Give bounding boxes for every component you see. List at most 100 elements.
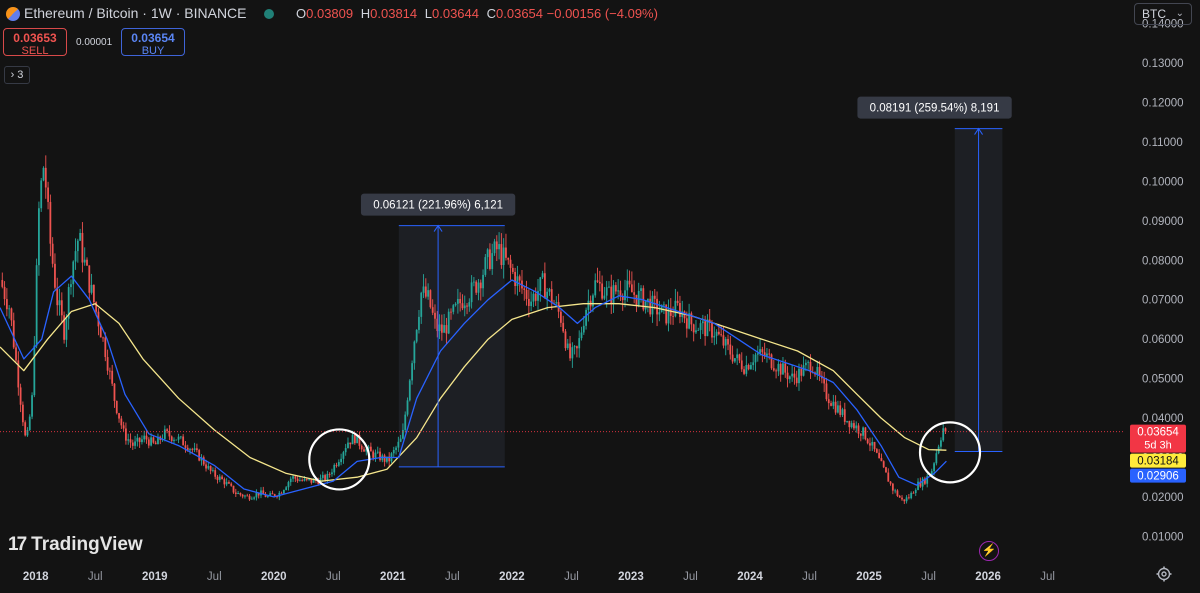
currency-select[interactable]: BTC ⌄ bbox=[1134, 3, 1192, 25]
candle-body bbox=[31, 395, 33, 417]
candle-body bbox=[795, 377, 798, 384]
candle-body bbox=[459, 298, 462, 304]
candle-body bbox=[772, 368, 775, 371]
ma-fast-line bbox=[0, 275, 947, 498]
candle-body bbox=[81, 232, 84, 263]
candle-body bbox=[179, 436, 182, 438]
candle-body bbox=[745, 365, 748, 374]
candle-body bbox=[656, 298, 658, 315]
candle-body bbox=[901, 497, 903, 500]
candle-body bbox=[228, 482, 230, 484]
ma-slow-line bbox=[0, 303, 947, 482]
candle-body bbox=[468, 302, 471, 307]
candle-body bbox=[74, 251, 77, 262]
candle-body bbox=[470, 282, 473, 303]
candle-body bbox=[825, 383, 828, 400]
candle-body bbox=[38, 208, 40, 266]
candle-body bbox=[859, 433, 862, 436]
candle-body bbox=[113, 383, 116, 401]
candle-body bbox=[944, 428, 947, 432]
candle-body bbox=[592, 295, 594, 307]
candle-body bbox=[273, 494, 276, 497]
candle-body bbox=[397, 441, 400, 448]
candle-body bbox=[353, 434, 356, 444]
candle-body bbox=[731, 354, 734, 362]
candle-body bbox=[303, 479, 306, 481]
candle-body bbox=[28, 416, 31, 430]
low-key: L bbox=[424, 6, 432, 21]
sell-button[interactable]: 0.03653 SELL bbox=[3, 28, 67, 57]
candle-body bbox=[729, 344, 732, 355]
buy-button[interactable]: 0.03654 BUY bbox=[121, 28, 185, 57]
lightning-icon[interactable]: ⚡ bbox=[979, 541, 999, 561]
candle-body bbox=[864, 427, 867, 440]
candle-body bbox=[571, 347, 574, 359]
candle-body bbox=[342, 452, 345, 459]
candle-body bbox=[234, 492, 237, 495]
candle-body bbox=[495, 241, 498, 250]
candle-body bbox=[99, 326, 102, 338]
candle-body bbox=[841, 409, 844, 415]
candle-body bbox=[299, 480, 301, 482]
candle-body bbox=[312, 479, 315, 483]
candle-body bbox=[823, 378, 826, 384]
indicators-toggle-button[interactable]: › 3 bbox=[4, 66, 30, 84]
candle-body bbox=[747, 365, 750, 370]
price-tick-label: 0.01000 bbox=[1142, 531, 1184, 543]
price-tick-label: 0.10000 bbox=[1142, 176, 1184, 188]
time-tick-label: Jul bbox=[802, 571, 817, 583]
symbol-title[interactable]: Ethereum / Bitcoin · 1W · BINANCE bbox=[24, 5, 247, 21]
candle-body bbox=[750, 365, 752, 370]
currency-value: BTC bbox=[1142, 7, 1166, 21]
candle-body bbox=[191, 449, 194, 450]
candle-body bbox=[134, 441, 136, 446]
ohlc-readout: O0.03809 H0.03814 L0.03644 C0.03654 −0.0… bbox=[292, 6, 658, 21]
candle-body bbox=[889, 481, 892, 484]
candle-body bbox=[834, 401, 837, 413]
candle-body bbox=[759, 349, 761, 354]
candle-body bbox=[713, 335, 716, 338]
high-value: 0.03814 bbox=[370, 6, 418, 21]
spread-value: 0.00001 bbox=[76, 37, 113, 48]
candle-body bbox=[143, 435, 146, 440]
candle-body bbox=[335, 465, 338, 466]
brand-name: TradingView bbox=[31, 534, 143, 555]
candle-body bbox=[67, 287, 70, 319]
candle-body bbox=[896, 490, 899, 496]
candle-body bbox=[873, 441, 876, 450]
candle-body bbox=[498, 244, 500, 250]
candle-body bbox=[111, 370, 114, 384]
tradingview-logo[interactable]: 17 TradingView bbox=[8, 534, 143, 556]
candle-body bbox=[724, 338, 727, 346]
candle-body bbox=[672, 315, 674, 317]
candle-body bbox=[454, 303, 457, 306]
measure-shades bbox=[398, 128, 1003, 467]
candle-body bbox=[580, 332, 583, 339]
candle-body bbox=[715, 331, 718, 336]
candle-body bbox=[360, 445, 363, 450]
candle-body bbox=[809, 361, 812, 373]
candle-body bbox=[376, 451, 379, 453]
candle-body bbox=[166, 429, 169, 432]
candle-body bbox=[1, 280, 4, 287]
candle-body bbox=[665, 304, 668, 324]
candle-body bbox=[816, 366, 819, 375]
settings-gear-icon[interactable] bbox=[1156, 566, 1172, 582]
candle-body bbox=[676, 300, 679, 304]
time-tick-label: Jul bbox=[88, 571, 103, 583]
candle-body bbox=[356, 434, 359, 444]
candle-body bbox=[216, 476, 219, 480]
candle-body bbox=[523, 288, 526, 290]
candle-body bbox=[699, 323, 702, 331]
candle-body bbox=[10, 308, 13, 321]
time-tick-label: Jul bbox=[326, 571, 341, 583]
candle-body bbox=[294, 476, 297, 479]
candle-body bbox=[921, 478, 924, 487]
candle-body bbox=[635, 294, 638, 306]
candle-body bbox=[379, 451, 381, 461]
candle-body bbox=[351, 434, 354, 445]
candle-body bbox=[793, 373, 796, 378]
candle-body bbox=[138, 437, 141, 443]
